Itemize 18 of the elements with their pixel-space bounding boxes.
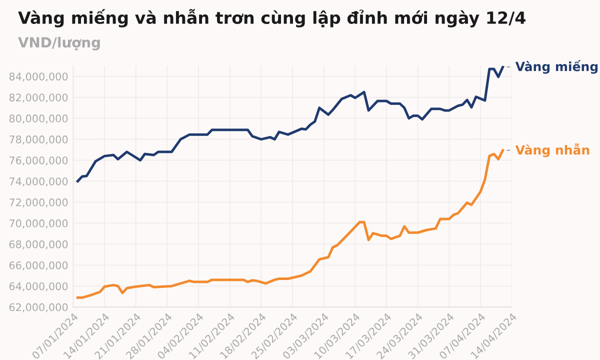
y-tick-label: 70,000,000 [10, 219, 68, 228]
y-tick-label: 76,000,000 [10, 156, 68, 166]
y-tick-label: 68,000,000 [9, 240, 68, 250]
y-tick-label: 84,000,000 [9, 72, 68, 82]
y-axis-title: VND/lượng [18, 36, 100, 50]
y-tick-label: 62,000,000 [9, 303, 68, 312]
y-tick-label: 80,000,000 [9, 114, 68, 124]
chart-title: Vàng miếng và nhẫn trơn cùng lập đỉnh mới ngày 12/4 [18, 9, 526, 28]
y-tick-label: 72,000,000 [10, 198, 68, 208]
y-tick-label: 78,000,000 [10, 136, 68, 144]
y-tick-label: 64,000,000 [9, 282, 68, 292]
line-series [76, 149, 504, 299]
y-tick-label: 82,000,000 [9, 94, 68, 103]
y-tick-label: 66,000,000 [9, 261, 68, 270]
series-label: Vàng nhẫn [515, 143, 590, 158]
series-label: Vàng miếng [515, 60, 598, 74]
line-series [76, 66, 504, 182]
y-tick-label: 74,000,000 [10, 177, 68, 186]
